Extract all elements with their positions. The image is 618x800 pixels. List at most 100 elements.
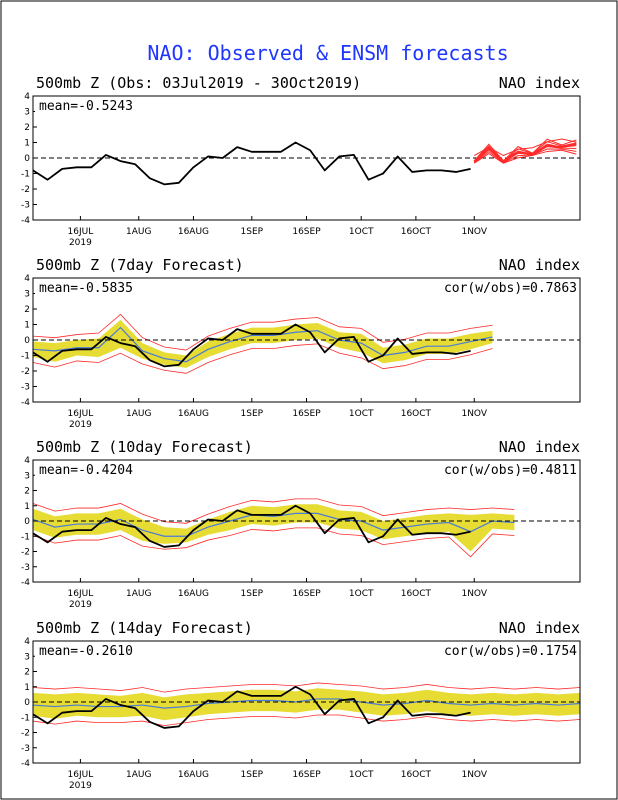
ensemble-min-line (32, 343, 493, 374)
x-tick-label: 1AUG (126, 409, 151, 419)
ensemble-member-line (473, 148, 577, 164)
y-tick-label: -2 (21, 185, 30, 195)
y-tick-label: -3 (21, 201, 30, 211)
y-tick-label: 4 (24, 456, 30, 466)
x-tick-label: 16SEP (292, 589, 321, 599)
x-tick-label: 1AUG (126, 770, 151, 780)
y-tick-label: 2 (24, 487, 30, 497)
x-tick-label: 16SEP (292, 409, 321, 419)
y-tick-label: -4 (21, 759, 30, 769)
panels-group: 500mb Z (Obs: 03Jul2019 - 30Oct2019) NAO … (21, 74, 581, 791)
x-tick-label: 16AUG (178, 409, 209, 419)
ensemble-member-line (474, 138, 577, 157)
x-tick-label: 1AUG (126, 589, 151, 599)
panel-right-title: NAO index (499, 74, 580, 92)
panel-2: 500mb Z (7day Forecast) NAO index 4 3 2 1 0 -1 -… (21, 256, 581, 430)
cor-label-bg (418, 280, 578, 294)
cor-label-bg (418, 643, 578, 657)
x-tick-label: 16JUL (68, 227, 94, 237)
x-tick-label: 1OCT (349, 770, 374, 780)
x-tick-label: 16JUL (68, 770, 94, 780)
x-year-label: 2019 (69, 420, 92, 430)
y-tick-label: 1 (24, 139, 30, 149)
observed-nao-line (32, 504, 471, 548)
observed-nao-line (32, 141, 471, 186)
y-tick-label: -2 (21, 729, 30, 739)
x-tick-label: 1AUG (126, 227, 151, 237)
x-tick-label: 1NOV (461, 589, 487, 599)
x-tick-label: 16SEP (292, 770, 321, 780)
x-tick-label: 16SEP (292, 227, 321, 237)
ensemble-max-line (32, 313, 493, 351)
y-tick-label: -2 (21, 367, 30, 377)
mean-label-bg (35, 462, 153, 476)
x-tick-label: 16AUG (178, 770, 209, 780)
ensemble-min-line (32, 714, 581, 727)
y-tick-label: 4 (24, 274, 30, 284)
x-tick-label: 1NOV (461, 227, 487, 237)
y-tick-label: -1 (21, 713, 30, 723)
mean-label: mean=-0.5835 (39, 281, 133, 296)
panel-title: 500mb Z (14day Forecast) (36, 619, 253, 637)
y-tick-label: -2 (21, 548, 30, 558)
y-tick-label: 4 (24, 92, 30, 102)
ensemble-member-line (473, 149, 577, 164)
observed-nao-line (32, 685, 471, 729)
ensemble-forecast-mean-line (473, 143, 577, 163)
y-tick-label: 0 (24, 698, 30, 708)
y-tick-label: 1 (24, 683, 30, 693)
y-tick-label: 1 (24, 502, 30, 512)
y-tick-label: -1 (21, 532, 30, 542)
mean-label: mean=-0.4204 (39, 463, 133, 478)
y-tick-label: -3 (21, 383, 30, 393)
y-tick-label: -4 (21, 578, 30, 588)
panel-right-title: NAO index (499, 256, 580, 274)
y-tick-label: -1 (21, 352, 30, 362)
y-tick-label: 3 (24, 108, 30, 118)
x-year-label: 2019 (69, 600, 92, 610)
panel-title: 500mb Z (10day Forecast) (36, 438, 253, 456)
panel-4: 500mb Z (14day Forecast) NAO index 4 3 2 1 0 -1… (21, 619, 581, 791)
x-tick-label: 16AUG (178, 589, 209, 599)
x-tick-label: 16AUG (178, 227, 209, 237)
cor-label: cor(w/obs)=0.7863 (444, 281, 577, 296)
y-tick-label: 4 (24, 637, 30, 647)
x-tick-label: 1OCT (349, 589, 374, 599)
panel-right-title: NAO index (499, 438, 580, 456)
y-tick-label: 3 (24, 471, 30, 481)
observed-nao-line (32, 323, 471, 368)
x-tick-label: 1SEP (241, 409, 264, 419)
mean-label: mean=-0.2610 (39, 644, 133, 659)
x-tick-label: 1NOV (461, 409, 487, 419)
x-tick-label: 1OCT (349, 409, 374, 419)
x-tick-label: 1SEP (241, 589, 264, 599)
y-tick-label: 2 (24, 123, 30, 133)
x-tick-label: 16OCT (401, 227, 432, 237)
panel-right-title: NAO index (499, 619, 580, 637)
y-tick-label: -3 (21, 744, 30, 754)
panel-title: 500mb Z (Obs: 03Jul2019 - 30Oct2019) (36, 74, 361, 92)
mean-label: mean=-0.5243 (39, 99, 133, 114)
x-tick-label: 1SEP (241, 770, 264, 780)
figure-title: NAO: Observed & ENSM forecasts (147, 41, 508, 65)
x-tick-label: 16JUL (68, 409, 94, 419)
ensemble-max-line (32, 498, 515, 524)
y-tick-label: 2 (24, 668, 30, 678)
y-tick-label: 0 (24, 336, 30, 346)
y-tick-label: -4 (21, 398, 30, 408)
y-tick-label: 2 (24, 305, 30, 315)
ensemble-spread-band (33, 504, 515, 552)
cor-label: cor(w/obs)=0.1754 (444, 644, 577, 659)
panel-1: 500mb Z (Obs: 03Jul2019 - 30Oct2019) NAO … (21, 74, 581, 248)
ensemble-spread-band (33, 688, 580, 721)
x-tick-label: 16OCT (401, 589, 432, 599)
x-tick-label: 16OCT (401, 409, 432, 419)
cor-label-bg (418, 462, 578, 476)
y-tick-label: 1 (24, 321, 30, 331)
x-tick-label: 16JUL (68, 589, 94, 599)
y-tick-label: -1 (21, 170, 30, 180)
panel-title: 500mb Z (7day Forecast) (36, 256, 244, 274)
ensemble-spread-band (33, 319, 493, 368)
